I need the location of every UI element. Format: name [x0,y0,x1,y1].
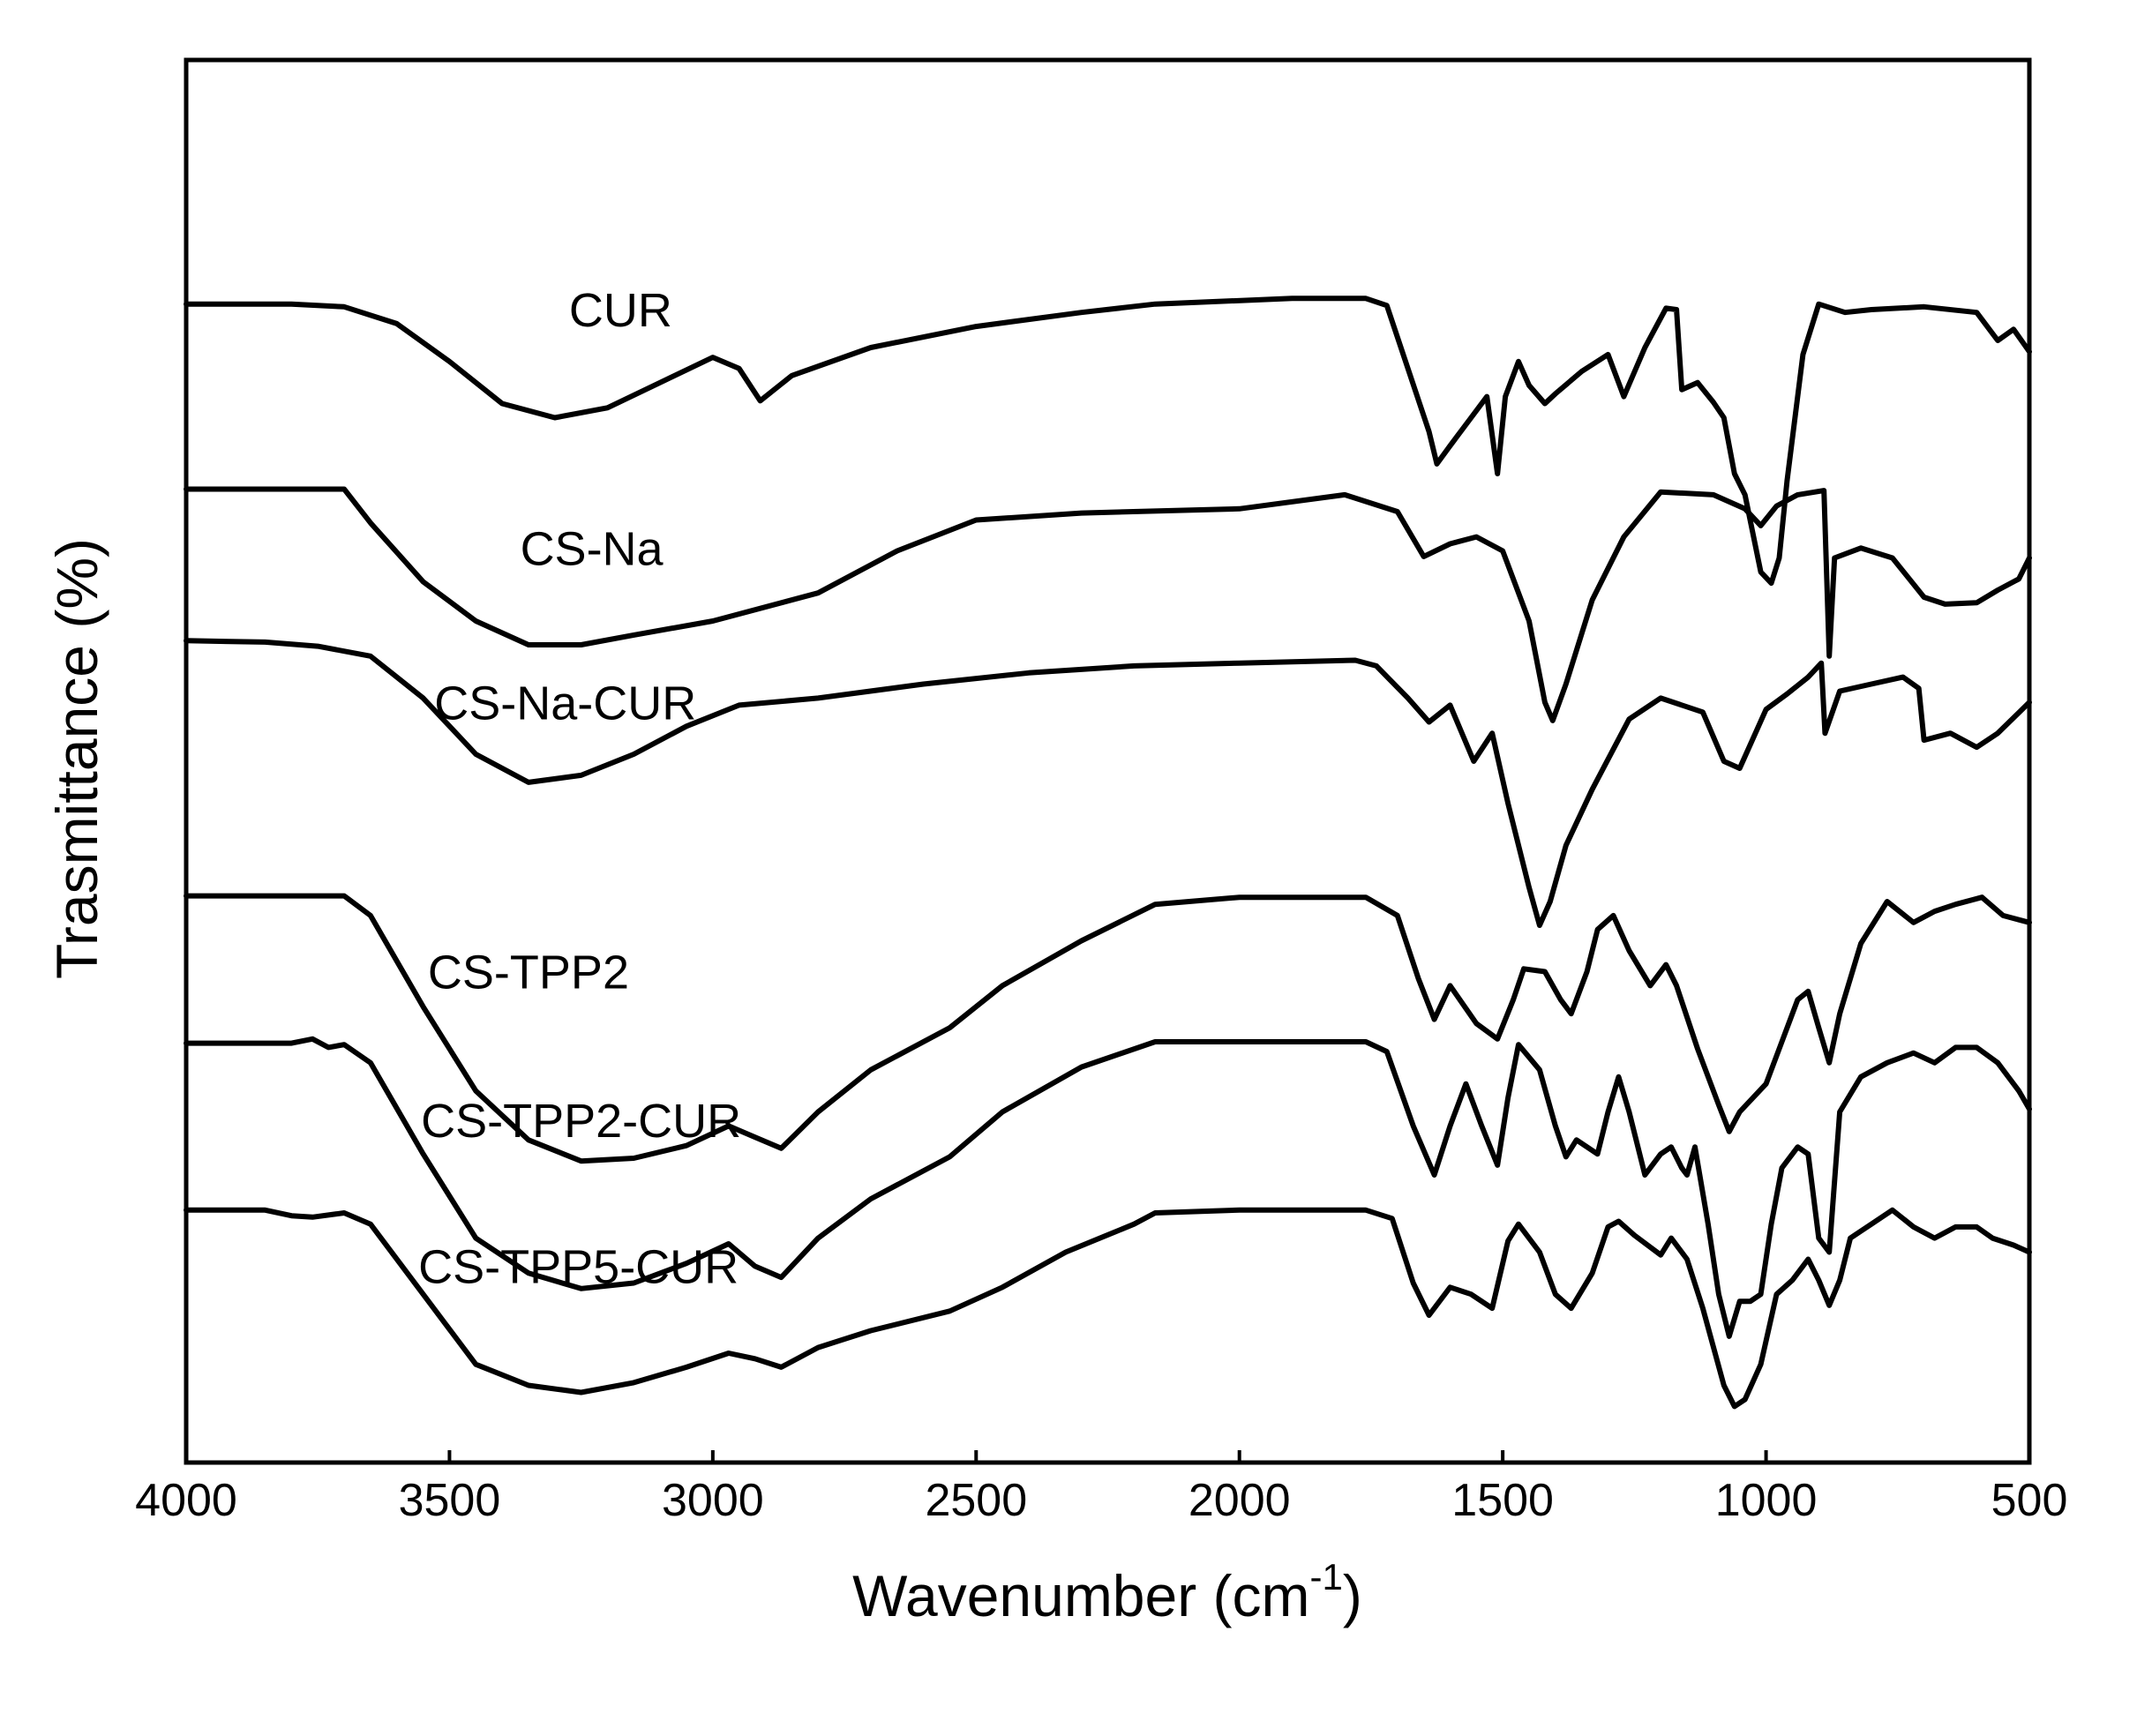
x-tick-label-1500: 1500 [1451,1475,1554,1526]
x-axis-ticks [184,1450,2031,1463]
x-tick-label-3500: 3500 [399,1475,501,1526]
series-line-cs-tpp5-cur [184,1207,2032,1410]
x-tick-label-3000: 3000 [662,1475,764,1526]
series-line-cs-na-cur [184,638,2032,928]
series-label-cur: CUR [569,284,672,337]
x-tick-label-2500: 2500 [925,1475,1027,1526]
x-tick-label-500: 500 [1991,1475,2068,1526]
plot-frame [184,57,2032,1465]
series-labels: CUR CS-Na CS-Na-CUR CS-TPP2 CS-TPP2-CUR CS-TP… [418,284,741,1293]
series-line-cs-na [184,486,2032,723]
x-axis-title: Wavenumber (cm-1) [852,1556,1362,1628]
x-tick-label-1000: 1000 [1715,1475,1818,1526]
series-line-cs-tpp2-cur [184,1036,2032,1339]
series-line-cs-tpp2 [184,893,2032,1164]
series-label-cs-na-cur: CS-Na-CUR [434,677,696,730]
series-label-cs-na: CS-Na [521,522,664,575]
x-axis-tick-labels: 4000 3500 3000 2500 2000 1500 1000 500 [135,1475,2067,1526]
series-line-cur [184,296,2032,587]
y-axis-title: Trasmittance (%) [44,538,109,979]
x-tick-label-2000: 2000 [1188,1475,1291,1526]
x-tick-label-4000: 4000 [135,1475,237,1526]
series-label-cs-tpp2-cur: CS-TPP2-CUR [421,1095,741,1148]
series-lines [184,296,2032,1410]
series-label-cs-tpp5-cur: CS-TPP5-CUR [418,1240,739,1293]
series-label-cs-tpp2: CS-TPP2 [428,947,629,999]
